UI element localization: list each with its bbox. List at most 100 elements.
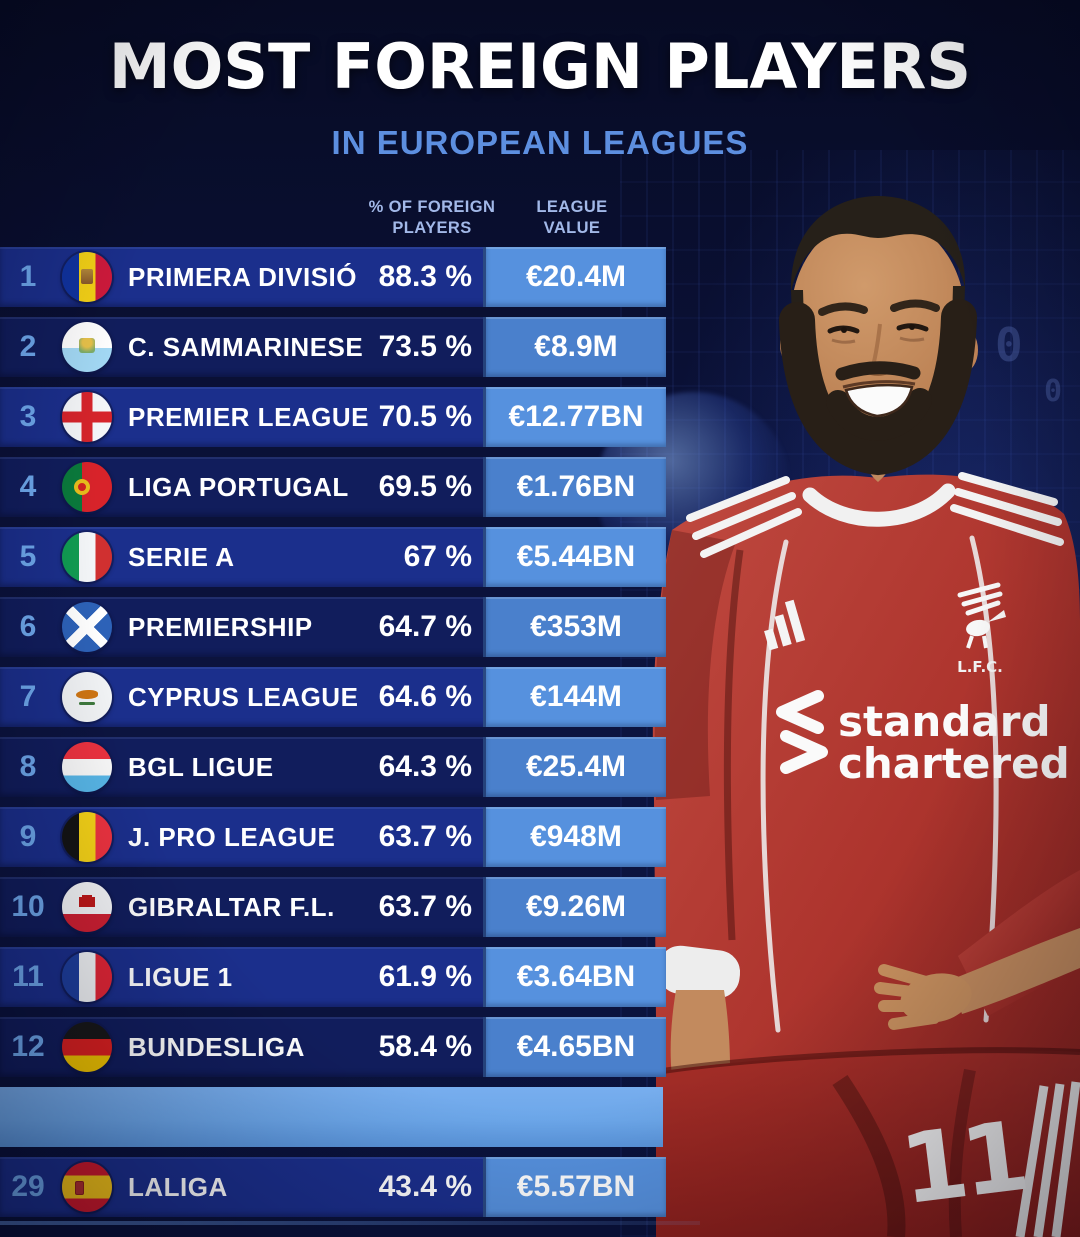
col-header-pct-of-foreign-players: % OF FOREIGN PLAYERS xyxy=(368,198,496,237)
shirt-sponsor-line1: standard xyxy=(838,697,1051,746)
foreign-players-pct: 61.9 % xyxy=(378,960,472,993)
foreign-players-pct: 63.7 % xyxy=(378,890,472,923)
rank-label: 29 xyxy=(11,1170,45,1203)
background-glyph: 0 xyxy=(995,318,1023,372)
league-value: €353M xyxy=(483,597,666,657)
page-subtitle: IN EUROPEAN LEAGUES xyxy=(331,124,749,161)
foreign-players-pct: 67 % xyxy=(403,540,472,573)
flag-san-marino-icon xyxy=(62,322,112,372)
shirt xyxy=(652,474,1080,1237)
adidas-logo-icon xyxy=(764,599,806,651)
league-value: €1.76BN xyxy=(483,457,666,517)
table-row: 10 GIBRALTAR F.L. 63.7 % €9.26M xyxy=(0,877,666,937)
eyebrows xyxy=(818,299,940,316)
shirt-sponsor-line2: chartered xyxy=(838,739,1070,788)
league-table: 1 PRIMERA DIVISIÓ 88.3 % €20.4M 2 C. SAM… xyxy=(0,247,666,1227)
league-name: PRIMERA DIVISIÓ xyxy=(128,262,358,292)
league-name: CYPRUS LEAGUE xyxy=(128,682,359,712)
flag-portugal-icon xyxy=(62,462,112,512)
league-value: €8.9M xyxy=(483,317,666,377)
flag-cyprus-icon xyxy=(62,672,112,722)
league-name: GIBRALTAR F.L. xyxy=(128,892,335,922)
table-row: 6 PREMIERSHIP 64.7 % €353M xyxy=(0,597,666,657)
flag-gibraltar-icon xyxy=(62,882,112,932)
league-value: €9.26M xyxy=(483,877,666,937)
league-name: C. SAMMARINESE xyxy=(128,332,364,362)
league-value: €4.65BN xyxy=(483,1017,666,1077)
shorts-stripes xyxy=(1015,1081,1080,1237)
league-value: €948M xyxy=(483,807,666,867)
table-row: 7 CYPRUS LEAGUE 64.6 % €144M xyxy=(0,667,666,727)
standard-chartered-logo-icon xyxy=(776,690,828,774)
league-value: €25.4M xyxy=(483,737,666,797)
league-value: €12.77BN xyxy=(483,387,666,447)
flag-italy-icon xyxy=(62,532,112,582)
table-row: 9 J. PRO LEAGUE 63.7 % €948M xyxy=(0,807,666,867)
player-photo: L.F.C. standard chartered xyxy=(652,196,1080,1237)
league-value: €5.57BN xyxy=(483,1157,666,1217)
background-glyph: 0 xyxy=(1044,374,1063,409)
table-row: 1 PRIMERA DIVISIÓ 88.3 % €20.4M xyxy=(0,247,666,307)
foreign-players-pct: 70.5 % xyxy=(378,400,472,433)
table-row: 2 C. SAMMARINESE 73.5 % €8.9M xyxy=(0,317,666,377)
flag-andorra-icon xyxy=(62,252,112,302)
foreign-players-pct: 64.7 % xyxy=(378,610,472,643)
rank-label: 12 xyxy=(11,1030,45,1063)
table-row: 29 LALIGA 43.4 % €5.57BN xyxy=(0,1157,666,1217)
league-name: PREMIER LEAGUE xyxy=(128,402,370,432)
foreign-players-pct: 88.3 % xyxy=(378,260,472,293)
foreign-players-pct: 43.4 % xyxy=(378,1170,472,1203)
rank-label: 7 xyxy=(19,680,37,713)
league-value: €3.64BN xyxy=(483,947,666,1007)
page-title: MOST FOREIGN PLAYERS xyxy=(108,30,972,103)
col-header-league-value: LEAGUE VALUE xyxy=(536,198,608,237)
rank-label: 8 xyxy=(19,750,37,783)
league-name: SERIE A xyxy=(128,542,235,572)
flag-belgium-icon xyxy=(62,812,112,862)
rank-label: 3 xyxy=(19,400,37,433)
flag-germany-icon xyxy=(62,1022,112,1072)
league-name: J. PRO LEAGUE xyxy=(128,822,336,852)
league-name: LALIGA xyxy=(128,1172,228,1202)
league-name: LIGUE 1 xyxy=(128,962,233,992)
rank-label: 11 xyxy=(12,960,44,993)
rank-label: 5 xyxy=(19,540,37,573)
foreign-players-pct: 64.6 % xyxy=(378,680,472,713)
league-name: LIGA PORTUGAL xyxy=(128,472,349,502)
flag-france-icon xyxy=(62,952,112,1002)
foreign-players-pct: 64.3 % xyxy=(378,750,472,783)
table-row: 12 BUNDESLIGA 58.4 % €4.65BN xyxy=(0,1017,666,1077)
league-name: BUNDESLIGA xyxy=(128,1032,305,1062)
foreign-players-pct: 73.5 % xyxy=(378,330,472,363)
foreign-players-pct: 69.5 % xyxy=(378,470,472,503)
flag-luxembourg-icon xyxy=(62,742,112,792)
league-name: BGL LIGUE xyxy=(128,752,274,782)
league-value: €20.4M xyxy=(483,247,666,307)
table-row: 8 BGL LIGUE 64.3 % €25.4M xyxy=(0,737,666,797)
foreign-players-pct: 63.7 % xyxy=(378,820,472,853)
footer-divider xyxy=(0,1221,700,1225)
rank-label: 4 xyxy=(19,470,37,503)
flag-england-icon xyxy=(62,392,112,442)
shirt-number: 11 xyxy=(895,1100,1030,1226)
player-head xyxy=(779,196,978,476)
hair xyxy=(790,196,966,292)
league-name: PREMIERSHIP xyxy=(128,612,313,642)
table-row: 4 LIGA PORTUGAL 69.5 % €1.76BN xyxy=(0,457,666,517)
smile xyxy=(844,383,914,418)
shirt-crest-label: L.F.C. xyxy=(957,658,1003,676)
table-row: 11 LIGUE 1 61.9 % €3.64BN xyxy=(0,947,666,1007)
flag-spain-icon xyxy=(62,1162,112,1212)
liverbird-crest-icon: L.F.C. xyxy=(957,582,1006,676)
flag-scotland-icon xyxy=(62,602,112,652)
rank-label: 1 xyxy=(19,260,37,293)
rank-label: 9 xyxy=(19,820,37,853)
league-value: €5.44BN xyxy=(483,527,666,587)
league-value: €144M xyxy=(483,667,666,727)
skipped-rows-gap xyxy=(0,1087,663,1147)
table-row: 5 SERIE A 67 % €5.44BN xyxy=(0,527,666,587)
table-row: 3 PREMIER LEAGUE 70.5 % €12.77BN xyxy=(0,387,666,447)
beard xyxy=(779,299,977,476)
right-arm xyxy=(874,870,1080,1030)
